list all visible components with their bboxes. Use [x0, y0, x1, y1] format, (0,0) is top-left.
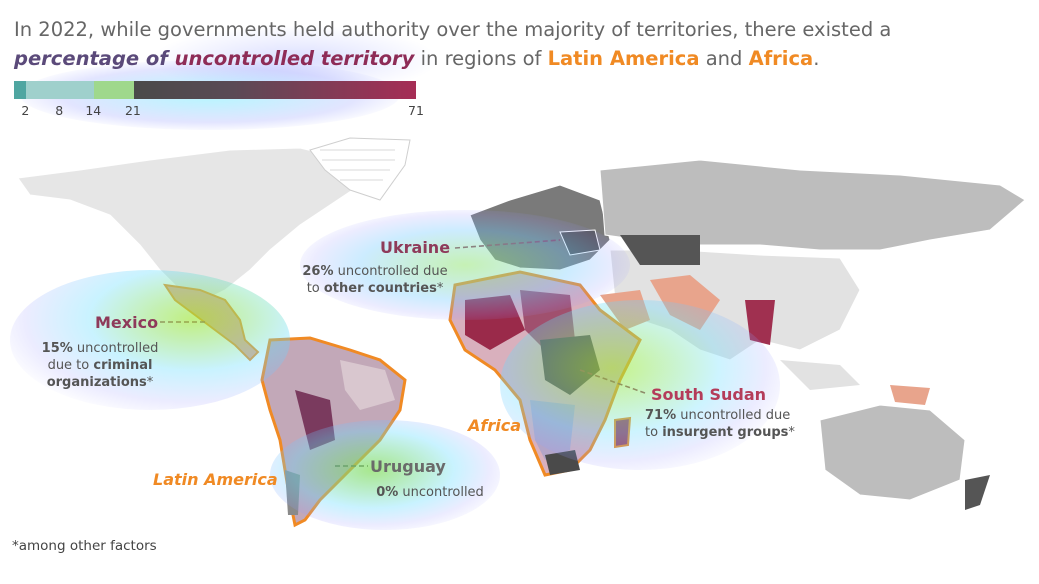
- legend-color-bar: [14, 81, 416, 99]
- legend-tick: 21: [124, 103, 141, 118]
- mexico-text-1: uncontrolled: [72, 341, 159, 356]
- mexico-name: Mexico: [95, 313, 159, 332]
- ukraine-label: 26% uncontrolled due to other countries*: [285, 263, 465, 297]
- ukraine-pct: 26%: [302, 264, 334, 279]
- ukraine-name: Ukraine: [380, 238, 451, 257]
- title-latin-america: Latin America: [547, 47, 700, 70]
- mexico-bold-2: organizations: [46, 375, 147, 390]
- uruguay-label: 0% uncontrolled: [360, 484, 500, 501]
- south-sudan-star: *: [788, 425, 795, 440]
- uruguay-name: Uruguay: [370, 457, 446, 476]
- title-africa: Africa: [748, 47, 814, 70]
- latin-america-region-label: Latin America: [153, 470, 278, 489]
- south-sudan-text-1: uncontrolled due: [676, 408, 791, 423]
- mexico-pct: 15%: [41, 341, 73, 356]
- mexico-text-2: due to: [47, 358, 94, 373]
- footnote: *among other factors: [12, 538, 157, 554]
- europe-region: [469, 184, 611, 271]
- asia-region: [609, 249, 861, 361]
- uruguay-text-1: uncontrolled: [398, 485, 484, 500]
- title-and: and: [699, 47, 749, 70]
- south-sudan-pct: 71%: [645, 408, 677, 423]
- africa-region-label: Africa: [468, 416, 521, 435]
- south-sudan-name: South Sudan: [651, 385, 767, 404]
- legend-ticks: 2 8 14 21 71: [14, 103, 434, 119]
- title-emph-a: percentage of: [14, 47, 175, 70]
- legend-tick: 2: [21, 103, 30, 118]
- north-america-region: [17, 147, 361, 301]
- south-sudan-text-2: to: [645, 425, 663, 440]
- title-part-2: in regions of: [414, 47, 548, 70]
- ukraine-bold: other countries: [323, 281, 437, 296]
- mexico-label: 15% uncontrolled due to criminal organiz…: [20, 340, 180, 391]
- legend-tick: 8: [55, 103, 64, 118]
- mexico-star: *: [146, 375, 154, 390]
- uruguay-pct: 0%: [376, 485, 399, 500]
- title-end: .: [813, 47, 820, 70]
- legend-tick: 71: [408, 103, 424, 118]
- chart-title: In 2022, while governments held authorit…: [14, 15, 1024, 73]
- legend-tick: 14: [85, 103, 102, 118]
- ukraine-star: *: [436, 281, 444, 296]
- title-emph-b: uncontrolled territory: [174, 47, 415, 70]
- greenland-region: [309, 137, 411, 201]
- south-sudan-label: 71% uncontrolled due to insurgent groups…: [645, 407, 825, 441]
- australia-region: [819, 404, 966, 501]
- south-sudan-bold: insurgent groups: [662, 425, 789, 440]
- ukraine-text-1: uncontrolled due: [333, 264, 448, 279]
- title-line-1: In 2022, while governments held authorit…: [14, 18, 892, 41]
- mexico-bold-1: criminal: [93, 358, 153, 373]
- ukraine-text-2: to: [306, 281, 324, 296]
